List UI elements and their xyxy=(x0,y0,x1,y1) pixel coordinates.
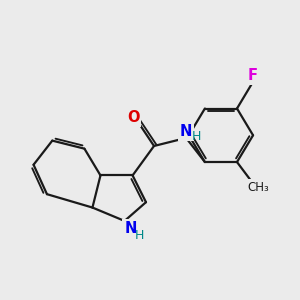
Text: CH₃: CH₃ xyxy=(248,181,269,194)
Text: N: N xyxy=(180,124,192,139)
Text: F: F xyxy=(248,68,258,83)
Text: O: O xyxy=(127,110,140,124)
Text: N: N xyxy=(124,221,136,236)
Text: H: H xyxy=(135,229,144,242)
Text: H: H xyxy=(192,130,201,143)
